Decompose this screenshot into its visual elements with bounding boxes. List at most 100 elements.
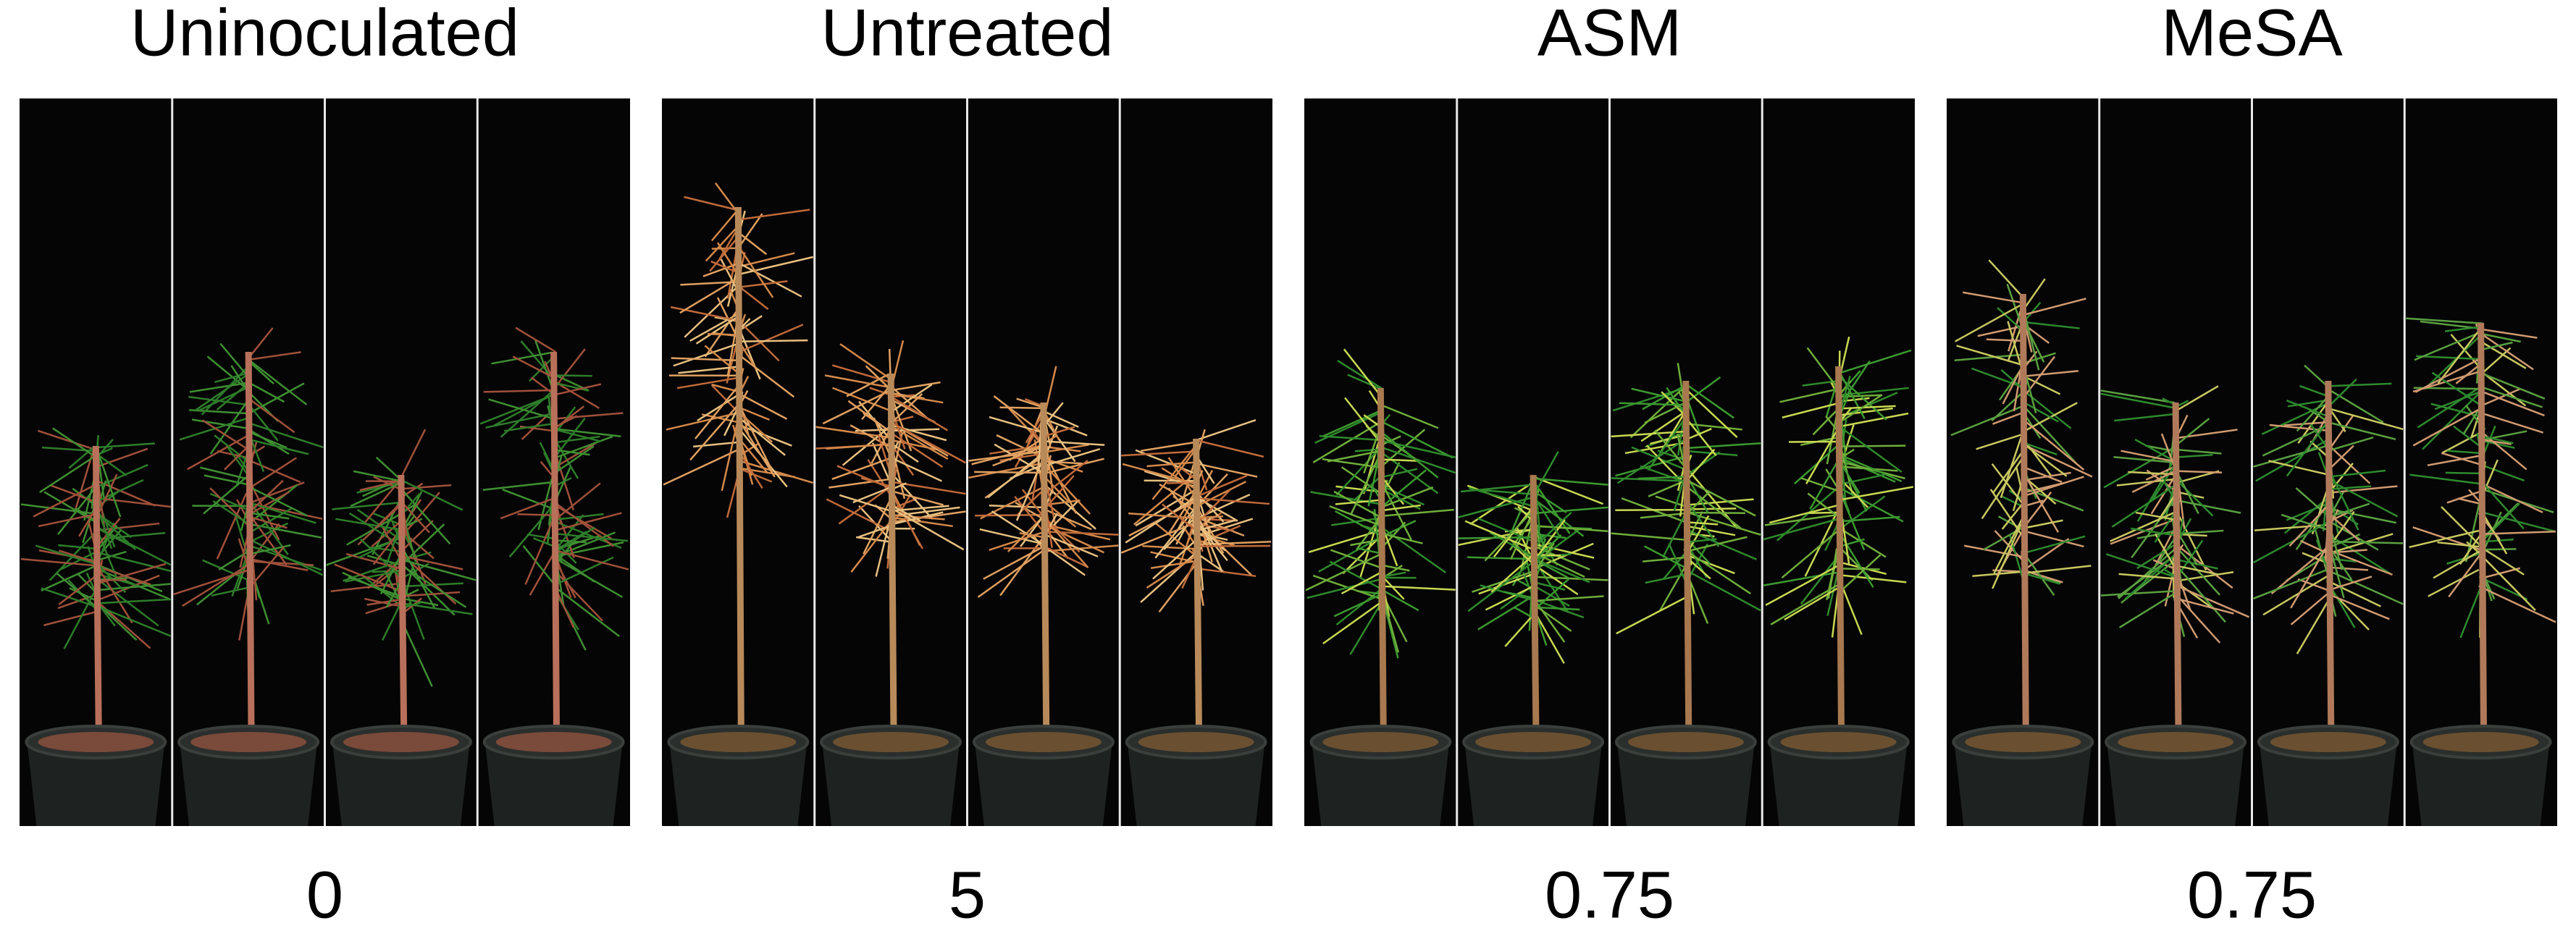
needle xyxy=(35,544,95,565)
needle xyxy=(1196,513,1223,573)
needle xyxy=(402,492,440,536)
needle xyxy=(203,476,248,515)
needle xyxy=(1535,476,1603,505)
soil xyxy=(2118,732,2234,752)
needle xyxy=(400,479,463,511)
needle xyxy=(1161,503,1196,531)
needle xyxy=(1010,463,1044,480)
needle xyxy=(2110,518,2175,545)
needle xyxy=(739,467,796,479)
needle xyxy=(839,494,890,512)
needle xyxy=(1196,567,1256,578)
needle xyxy=(2300,539,2328,555)
needle xyxy=(529,550,556,596)
needle xyxy=(1763,518,1839,541)
needle xyxy=(2283,421,2330,426)
needle xyxy=(1341,571,1382,595)
needle xyxy=(2105,553,2176,578)
needle xyxy=(1343,348,1380,395)
needle xyxy=(39,454,98,494)
pot xyxy=(27,742,165,826)
needle xyxy=(1477,596,1533,631)
soil xyxy=(985,732,1102,752)
needle xyxy=(2480,389,2545,417)
needle xyxy=(739,439,768,474)
needle xyxy=(202,559,248,581)
needle xyxy=(2325,387,2384,424)
needle xyxy=(890,489,944,506)
needle xyxy=(1015,458,1044,521)
needle xyxy=(553,512,622,532)
needle xyxy=(191,418,250,430)
needle xyxy=(248,327,274,358)
needle xyxy=(2253,445,2329,468)
needle xyxy=(1654,429,1689,471)
needle xyxy=(247,428,290,455)
needle xyxy=(247,479,284,515)
needle xyxy=(1764,513,1838,526)
needle xyxy=(826,442,893,450)
needle xyxy=(1378,468,1418,479)
needle xyxy=(1335,449,1380,496)
needle xyxy=(2417,384,2483,429)
needle xyxy=(1380,532,1423,544)
needle xyxy=(1642,383,1688,410)
needle xyxy=(372,531,400,565)
needle xyxy=(846,373,890,397)
needle xyxy=(992,445,1046,467)
needle xyxy=(739,329,761,380)
needle xyxy=(1955,303,2023,342)
needle xyxy=(2001,500,2026,530)
needle xyxy=(2135,511,2174,521)
needle xyxy=(2296,599,2330,654)
needle xyxy=(2174,385,2219,413)
needle xyxy=(2120,450,2178,463)
needle xyxy=(2479,530,2556,536)
needle xyxy=(2136,542,2178,570)
needle xyxy=(335,518,403,531)
needle xyxy=(1196,552,1225,573)
panel-score: 0 xyxy=(306,858,343,932)
needle xyxy=(737,256,814,276)
needle xyxy=(1333,594,1381,618)
needle xyxy=(502,488,554,510)
soil xyxy=(1627,732,1744,752)
needle xyxy=(1686,485,1742,529)
needle xyxy=(737,280,788,289)
needle xyxy=(57,594,94,610)
needle xyxy=(1382,484,1412,541)
needle xyxy=(41,564,98,591)
needle xyxy=(2174,563,2226,623)
soil xyxy=(38,732,154,752)
needle xyxy=(892,428,940,432)
needle xyxy=(93,561,133,624)
needle xyxy=(403,591,461,597)
needle xyxy=(1517,505,1534,522)
needle xyxy=(1683,548,1751,595)
needle xyxy=(1151,446,1196,500)
needle xyxy=(401,484,452,490)
needle xyxy=(1981,458,2023,520)
needle xyxy=(2459,531,2484,565)
needle xyxy=(2118,592,2176,628)
needle xyxy=(2427,455,2480,466)
needle xyxy=(1020,515,1044,547)
needle xyxy=(332,501,403,510)
needle xyxy=(2023,519,2063,529)
needle xyxy=(1838,473,1885,486)
needle xyxy=(248,438,309,455)
needle xyxy=(2480,387,2521,407)
needle xyxy=(1533,576,1608,581)
soil xyxy=(1475,732,1592,752)
needle xyxy=(2113,455,2175,464)
needle xyxy=(2006,283,2023,327)
needle xyxy=(1349,600,1383,655)
needle xyxy=(1686,423,1742,431)
needle xyxy=(555,429,602,442)
needle xyxy=(1378,403,1439,429)
needle xyxy=(401,429,427,476)
needle xyxy=(1839,486,1914,501)
needle xyxy=(402,559,477,581)
needle xyxy=(873,417,891,458)
needle xyxy=(2290,593,2328,625)
